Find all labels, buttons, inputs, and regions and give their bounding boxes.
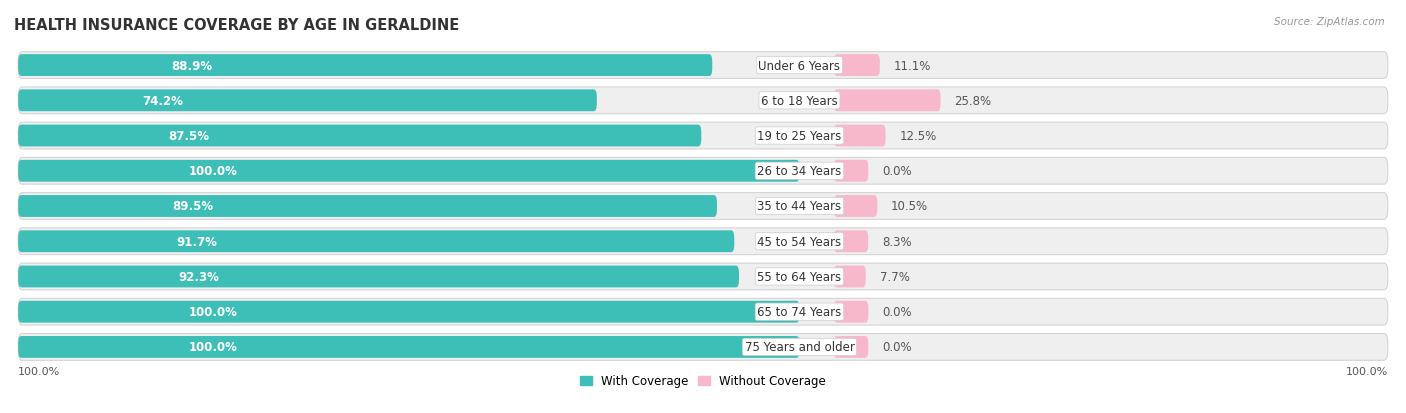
Text: 0.0%: 0.0%	[882, 165, 911, 178]
Text: 92.3%: 92.3%	[179, 271, 219, 283]
FancyBboxPatch shape	[18, 193, 1388, 220]
Text: 87.5%: 87.5%	[169, 130, 209, 142]
FancyBboxPatch shape	[834, 266, 866, 288]
Text: Under 6 Years: Under 6 Years	[758, 59, 841, 72]
FancyBboxPatch shape	[834, 196, 877, 217]
FancyBboxPatch shape	[18, 266, 740, 288]
FancyBboxPatch shape	[18, 55, 713, 77]
FancyBboxPatch shape	[834, 231, 869, 252]
FancyBboxPatch shape	[18, 263, 1388, 290]
Text: 89.5%: 89.5%	[173, 200, 214, 213]
FancyBboxPatch shape	[18, 336, 800, 358]
Text: 26 to 34 Years: 26 to 34 Years	[758, 165, 842, 178]
FancyBboxPatch shape	[834, 125, 886, 147]
FancyBboxPatch shape	[18, 158, 1388, 185]
Text: 25.8%: 25.8%	[955, 95, 991, 107]
FancyBboxPatch shape	[18, 299, 1388, 325]
Text: 11.1%: 11.1%	[894, 59, 931, 72]
Text: 100.0%: 100.0%	[188, 165, 238, 178]
Legend: With Coverage, Without Coverage: With Coverage, Without Coverage	[575, 370, 831, 392]
Text: 100.0%: 100.0%	[1346, 366, 1388, 376]
FancyBboxPatch shape	[834, 55, 880, 77]
Text: 7.7%: 7.7%	[880, 271, 910, 283]
Text: HEALTH INSURANCE COVERAGE BY AGE IN GERALDINE: HEALTH INSURANCE COVERAGE BY AGE IN GERA…	[14, 18, 460, 33]
FancyBboxPatch shape	[834, 90, 941, 112]
FancyBboxPatch shape	[18, 125, 702, 147]
FancyBboxPatch shape	[18, 301, 800, 323]
Text: 19 to 25 Years: 19 to 25 Years	[758, 130, 842, 142]
FancyBboxPatch shape	[18, 161, 800, 182]
Text: 75 Years and older: 75 Years and older	[745, 341, 855, 354]
FancyBboxPatch shape	[18, 231, 734, 252]
Text: 55 to 64 Years: 55 to 64 Years	[758, 271, 842, 283]
FancyBboxPatch shape	[18, 334, 1388, 361]
FancyBboxPatch shape	[834, 336, 869, 358]
FancyBboxPatch shape	[834, 301, 869, 323]
Text: 74.2%: 74.2%	[142, 95, 183, 107]
Text: 91.7%: 91.7%	[177, 235, 218, 248]
Text: 0.0%: 0.0%	[882, 341, 911, 354]
Text: 100.0%: 100.0%	[18, 366, 60, 376]
Text: 10.5%: 10.5%	[891, 200, 928, 213]
Text: 12.5%: 12.5%	[900, 130, 936, 142]
Text: Source: ZipAtlas.com: Source: ZipAtlas.com	[1274, 17, 1385, 26]
Text: 100.0%: 100.0%	[188, 341, 238, 354]
Text: 100.0%: 100.0%	[188, 306, 238, 318]
Text: 88.9%: 88.9%	[172, 59, 212, 72]
Text: 6 to 18 Years: 6 to 18 Years	[761, 95, 838, 107]
FancyBboxPatch shape	[18, 90, 596, 112]
Text: 8.3%: 8.3%	[882, 235, 911, 248]
Text: 35 to 44 Years: 35 to 44 Years	[758, 200, 842, 213]
Text: 45 to 54 Years: 45 to 54 Years	[758, 235, 842, 248]
FancyBboxPatch shape	[18, 88, 1388, 114]
FancyBboxPatch shape	[18, 52, 1388, 79]
Text: 0.0%: 0.0%	[882, 306, 911, 318]
Text: 65 to 74 Years: 65 to 74 Years	[758, 306, 842, 318]
FancyBboxPatch shape	[18, 123, 1388, 150]
FancyBboxPatch shape	[18, 196, 717, 217]
FancyBboxPatch shape	[18, 228, 1388, 255]
FancyBboxPatch shape	[834, 161, 869, 182]
